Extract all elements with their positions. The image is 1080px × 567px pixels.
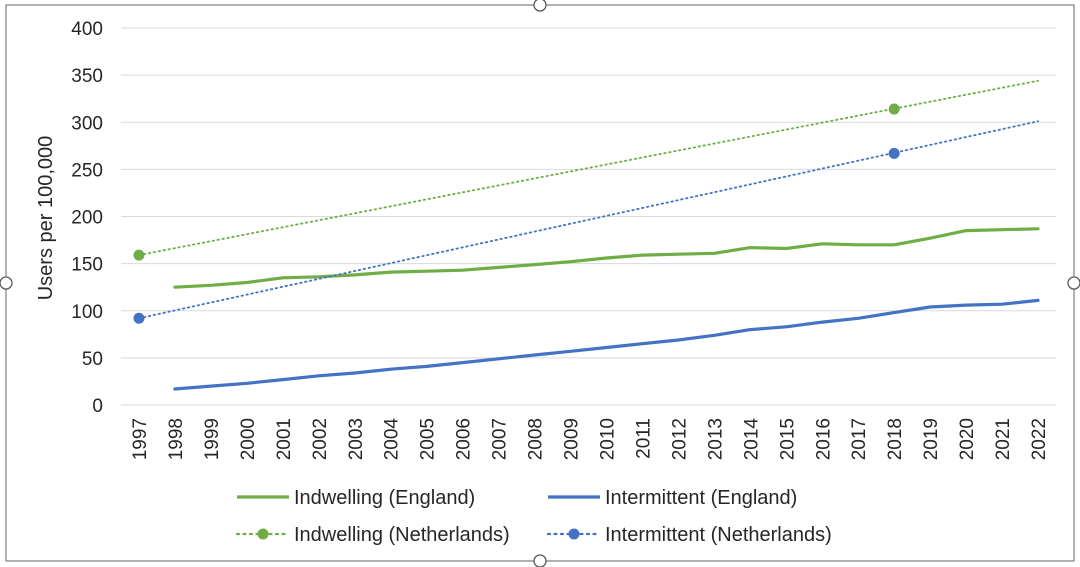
- series-line: [173, 298, 1040, 391]
- y-tick-label: 350: [71, 66, 103, 87]
- legend-marker: [257, 528, 269, 540]
- x-tick-label: 2012: [669, 418, 690, 460]
- legend-item: Intermittent (Netherlands): [546, 524, 832, 546]
- x-tick-label: 2003: [346, 418, 367, 460]
- x-tick-label: 2007: [490, 418, 511, 460]
- x-tick-label: 2014: [741, 418, 762, 461]
- x-tick-label: 2019: [921, 418, 942, 460]
- x-tick-label: 2001: [274, 418, 295, 460]
- series-marker: [888, 103, 900, 115]
- x-tick-label: 2011: [633, 418, 654, 459]
- x-tick-label: 2009: [562, 418, 583, 460]
- y-tick-label: 300: [71, 113, 103, 134]
- x-tick-label: 2005: [418, 418, 439, 460]
- x-axis-ticks: 1997 1998 1999 2000 2001 2002 2003 2004 2005 2006…: [130, 418, 1050, 461]
- x-tick-label: 2021: [993, 418, 1014, 460]
- y-tick-label: 200: [71, 208, 103, 229]
- y-tick-label: 100: [71, 302, 103, 323]
- y-tick-label: 250: [71, 160, 103, 181]
- legend-item: Intermittent (England): [548, 487, 797, 509]
- resize-handle[interactable]: [533, 554, 547, 567]
- series-line: [173, 227, 1040, 289]
- x-tick-label: 2006: [454, 418, 475, 460]
- gridlines: [121, 27, 1056, 406]
- chart-border: [5, 4, 1075, 562]
- y-axis-label: Users per 100,000: [35, 136, 57, 301]
- legend-label: Intermittent (England): [605, 487, 797, 509]
- x-tick-label: 2018: [885, 418, 906, 460]
- x-tick-label: 2016: [813, 418, 834, 460]
- series-markers: [133, 103, 900, 324]
- x-tick-label: 2013: [705, 418, 726, 460]
- y-tick-label: 0: [92, 396, 103, 417]
- x-tick-label: 1997: [130, 418, 151, 460]
- x-tick-label: 2022: [1029, 418, 1050, 460]
- legend-label: Indwelling (Netherlands): [294, 524, 510, 546]
- resize-handle[interactable]: [0, 276, 13, 290]
- x-tick-label: 2017: [849, 418, 870, 460]
- x-tick-label: 2004: [382, 418, 403, 461]
- series-marker: [133, 249, 145, 261]
- y-axis-ticks: 0 50 100 150 200 250 300 350 400: [71, 19, 103, 417]
- resize-handle[interactable]: [1067, 276, 1080, 290]
- series-trendline: [138, 79, 1039, 257]
- x-tick-label: 2008: [526, 418, 547, 460]
- x-tick-label: 2010: [597, 418, 618, 460]
- resize-handle[interactable]: [533, 0, 547, 12]
- x-tick-label: 2000: [238, 418, 259, 460]
- series-lines: [138, 79, 1040, 391]
- x-tick-label: 2002: [310, 418, 331, 460]
- x-tick-label: 2015: [777, 418, 798, 460]
- legend-item: Indwelling (England): [237, 487, 475, 509]
- y-tick-label: 50: [82, 349, 103, 370]
- legend-marker: [568, 528, 580, 540]
- y-tick-label: 150: [71, 255, 103, 276]
- x-tick-label: 2020: [957, 418, 978, 460]
- y-tick-label: 400: [71, 19, 103, 40]
- legend-label: Intermittent (Netherlands): [605, 524, 832, 546]
- legend: Indwelling (England) Intermittent (Englan…: [235, 487, 832, 546]
- x-tick-label: 1999: [202, 418, 223, 460]
- series-marker: [133, 312, 145, 324]
- x-tick-label: 1998: [166, 418, 187, 460]
- series-marker: [888, 147, 900, 159]
- legend-label: Indwelling (England): [294, 487, 475, 509]
- legend-item: Indwelling (Netherlands): [235, 524, 510, 546]
- series-trendline: [138, 120, 1039, 320]
